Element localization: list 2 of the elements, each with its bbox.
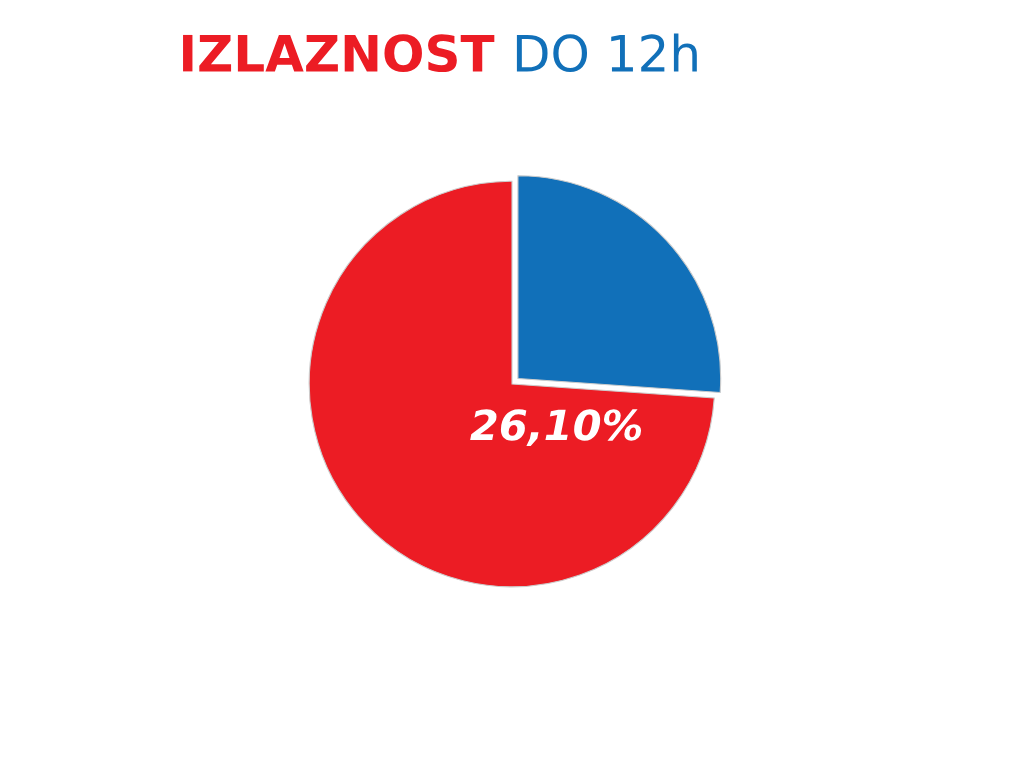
text: 26,10% [470,409,642,447]
chart-title: IZLAZNOST DO 12h [183,33,697,73]
